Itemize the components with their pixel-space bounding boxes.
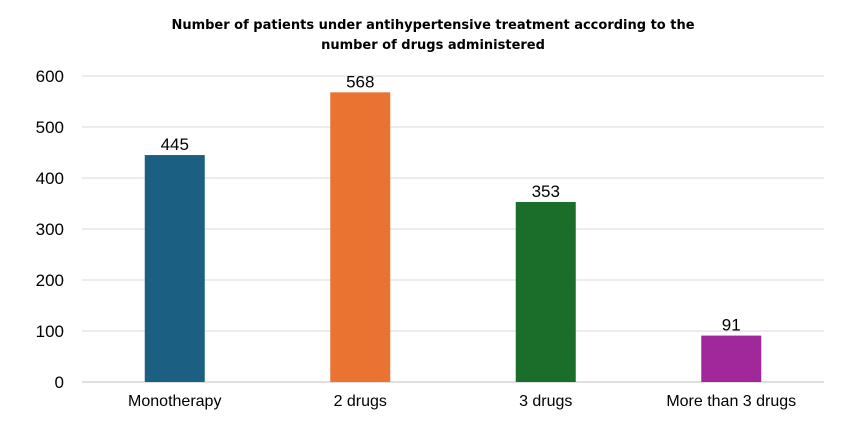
bars bbox=[144, 92, 762, 382]
data-label: 568 bbox=[346, 72, 374, 91]
bar-monotherapy bbox=[144, 155, 205, 382]
y-tick-label: 500 bbox=[36, 118, 64, 137]
x-tick-label: 3 drugs bbox=[519, 393, 572, 410]
y-tick-label: 300 bbox=[36, 220, 64, 239]
chart-title-line-1: Number of patients under antihypertensiv… bbox=[171, 18, 695, 33]
gridlines bbox=[82, 75, 824, 383]
x-tick-label: 2 drugs bbox=[334, 393, 387, 410]
bar-2-drugs bbox=[330, 92, 391, 382]
bar-3-drugs bbox=[515, 201, 576, 382]
bar-more-than-3-drugs bbox=[701, 335, 762, 382]
data-label: 353 bbox=[532, 182, 560, 201]
y-tick-label: 400 bbox=[36, 169, 64, 188]
y-tick-label: 200 bbox=[36, 271, 64, 290]
chart-title: Number of patients under antihypertensiv… bbox=[0, 16, 866, 56]
x-axis-ticks: Monotherapy 2 drugs 3 drugs More than 3 dru… bbox=[128, 393, 796, 410]
y-tick-label: 0 bbox=[55, 373, 64, 392]
x-tick-label: More than 3 drugs bbox=[666, 393, 796, 410]
y-tick-label: 600 bbox=[36, 67, 64, 86]
data-label: 445 bbox=[161, 135, 189, 154]
y-tick-label: 100 bbox=[36, 322, 64, 341]
data-labels: 445 568 353 91 bbox=[161, 72, 741, 334]
chart-title-line-2: number of drugs administered bbox=[321, 38, 545, 53]
x-tick-label: Monotherapy bbox=[128, 393, 221, 410]
data-label: 91 bbox=[722, 316, 741, 335]
y-axis-ticks: 0 100 200 300 400 500 600 bbox=[36, 67, 64, 392]
